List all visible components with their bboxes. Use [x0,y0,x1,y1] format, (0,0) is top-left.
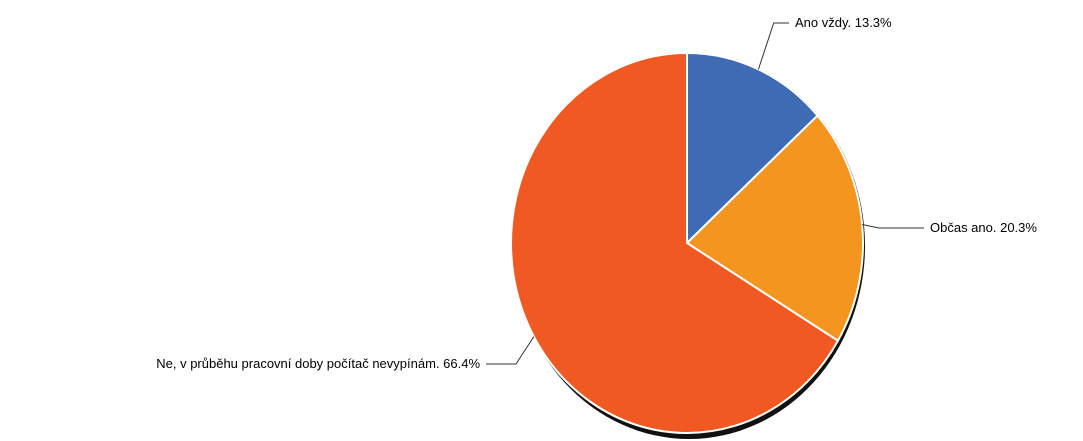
pie-slices [510,52,864,434]
pie-labels: Ano vždy. 13.3% Občas ano. 20.3% Ne, v p… [156,15,1037,371]
leader-ne-nevypinam [486,336,535,365]
slice-label-ano-vzdy: Ano vždy. 13.3% [795,15,892,30]
leader-obcas-ano [862,224,924,229]
slice-label-ne-nevypinam: Ne, v průběhu pracovní doby počítač nevy… [156,356,480,371]
slice-label-obcas-ano: Občas ano. 20.3% [930,220,1037,235]
leader-ano-vzdy [757,22,789,70]
pie-leader-lines [486,22,924,365]
